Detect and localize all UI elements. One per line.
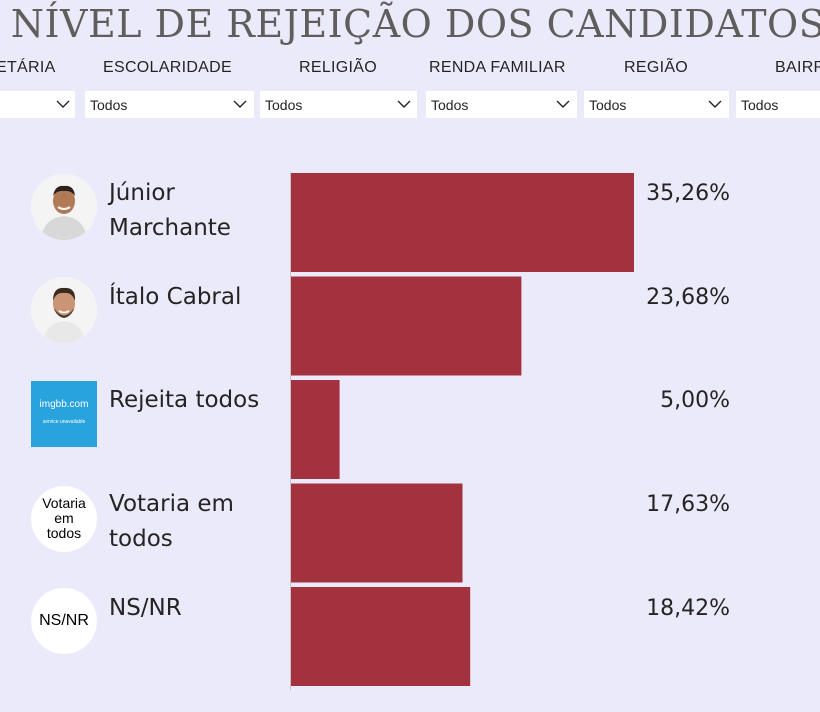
bar-rejeita-todos[interactable] [291, 380, 340, 479]
chevron-down-icon[interactable] [554, 95, 572, 113]
votaria-line-3: todos [46, 525, 82, 541]
nsnr-label: NS/NR [39, 612, 89, 629]
candidate-photo-junior-marchante [31, 174, 97, 240]
regiao-value: Todos [589, 97, 627, 113]
data-label-italo-cabral: 23,68% [646, 285, 730, 310]
nsnr-icon: NS/NR [31, 588, 97, 654]
category-label-junior-marchante: Júnior Marchante [109, 180, 231, 241]
imgbb-label: imgbb.com [39, 399, 89, 410]
filter-label-renda-familiar: RENDA FAMILIAR [429, 59, 566, 76]
chevron-down-icon[interactable] [231, 95, 249, 113]
chevron-down-icon[interactable] [395, 95, 413, 113]
filter-label-bairro: BAIRR [775, 59, 820, 76]
escolaridade-value: Todos [90, 97, 128, 113]
renda-familiar-value: Todos [431, 97, 469, 113]
category-label-italo-cabral: Ítalo Cabral [109, 284, 242, 310]
votaria-em-todos-icon: Votaria em todos [31, 486, 97, 552]
religiao-value: Todos [265, 97, 303, 113]
chevron-down-icon[interactable] [54, 95, 72, 113]
votaria-line-2: em [54, 510, 74, 526]
filter-label-regiao: REGIÃO [624, 59, 689, 76]
data-label-votaria-em-todos: 17,63% [646, 492, 730, 517]
bar-junior-marchante[interactable] [291, 173, 634, 272]
data-label-nsnr: 18,42% [646, 596, 730, 621]
filter-label-faixa-etaria: ETÁRIA [0, 59, 56, 76]
votaria-line-1: Votaria [42, 495, 86, 511]
data-label-rejeita-todos: 5,00% [660, 388, 730, 413]
data-label-junior-marchante: 35,26% [646, 181, 730, 206]
category-label-nsnr: NS/NR [109, 595, 182, 621]
category-label-votaria-em-todos: Votaria em todos [109, 491, 234, 552]
bairro-dropdown[interactable]: Todos [736, 91, 820, 118]
faixa-etaria-dropdown[interactable] [0, 91, 75, 118]
candidate-photo-italo-cabral [31, 277, 97, 343]
category-label-rejeita-todos: Rejeita todos [109, 387, 260, 413]
imgbb-placeholder-image: imgbb.com service unavailable [31, 381, 97, 447]
bar-votaria-em-todos[interactable] [291, 483, 463, 583]
regiao-dropdown[interactable]: Todos [584, 91, 729, 118]
religiao-dropdown[interactable]: Todos [260, 91, 417, 118]
filter-label-religiao: RELIGIÃO [299, 59, 377, 76]
page-title: NÍVEL DE REJEIÇÃO DOS CANDIDATOS [10, 2, 820, 46]
bairro-value: Todos [741, 97, 779, 113]
chevron-down-icon[interactable] [706, 95, 724, 113]
imgbb-sublabel: service unavailable [42, 419, 86, 425]
bar-nsnr[interactable] [291, 587, 471, 686]
escolaridade-dropdown[interactable]: Todos [85, 91, 254, 118]
bar-italo-cabral[interactable] [291, 276, 522, 376]
renda-familiar-dropdown[interactable]: Todos [426, 91, 577, 118]
filter-label-escolaridade: ESCOLARIDADE [103, 59, 232, 76]
